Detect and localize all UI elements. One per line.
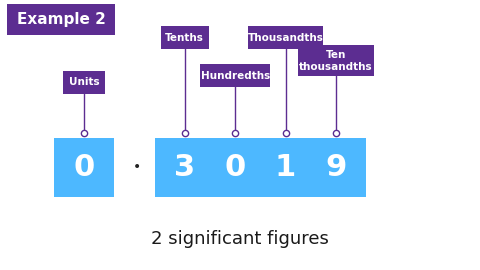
Text: Units: Units: [69, 77, 99, 87]
Text: Ten
thousandths: Ten thousandths: [299, 50, 373, 72]
Text: Hundredths: Hundredths: [201, 70, 270, 81]
FancyBboxPatch shape: [7, 4, 115, 35]
FancyBboxPatch shape: [155, 138, 215, 197]
FancyBboxPatch shape: [161, 26, 208, 49]
Text: Example 2: Example 2: [17, 12, 106, 27]
Text: 9: 9: [325, 153, 347, 182]
FancyBboxPatch shape: [63, 71, 105, 94]
FancyBboxPatch shape: [306, 138, 366, 197]
Text: 3: 3: [174, 153, 195, 182]
Text: 2 significant figures: 2 significant figures: [151, 230, 329, 248]
FancyBboxPatch shape: [299, 45, 373, 76]
FancyBboxPatch shape: [248, 26, 323, 49]
Text: •: •: [132, 160, 141, 174]
FancyBboxPatch shape: [200, 64, 270, 87]
FancyBboxPatch shape: [54, 138, 114, 197]
Text: Thousandths: Thousandths: [248, 33, 324, 43]
FancyBboxPatch shape: [255, 138, 316, 197]
Text: 0: 0: [225, 153, 246, 182]
Text: 1: 1: [275, 153, 296, 182]
Text: Tenths: Tenths: [166, 33, 204, 43]
FancyBboxPatch shape: [205, 138, 265, 197]
Text: 0: 0: [73, 153, 95, 182]
